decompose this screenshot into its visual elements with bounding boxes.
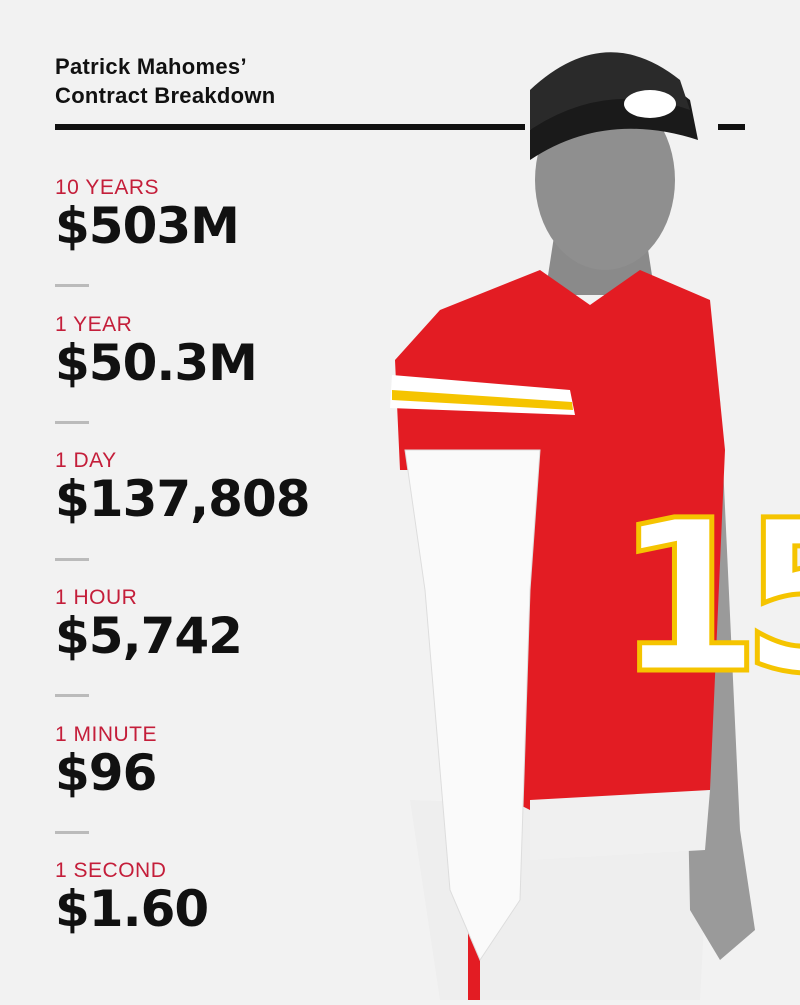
stat-10-years: 10 YEARS $503M [55,176,240,255]
stat-value: $96 [55,744,157,802]
stat-label: 1 HOUR [55,586,138,609]
title-line-1: Patrick Mahomes’ [55,54,247,79]
separator [55,421,89,424]
jersey-number: 15 [615,475,800,720]
stat-label: 1 MINUTE [55,723,158,746]
stat-1-hour: 1 HOUR $5,742 [55,586,243,665]
stat-value: $503M [55,197,240,255]
stat-value: $137,808 [55,470,311,528]
separator [55,284,89,287]
separator [55,831,89,834]
stat-1-day: 1 DAY $137,808 [55,449,311,528]
title-line-2: Contract Breakdown [55,83,276,108]
stat-1-year: 1 YEAR $50.3M [55,313,258,392]
stat-1-second: 1 SECOND $1.60 [55,859,209,938]
title-divider [55,124,525,130]
stat-label: 10 YEARS [55,176,160,199]
stat-label: 1 SECOND [55,859,167,882]
page-title: Patrick Mahomes’ Contract Breakdown [55,52,276,110]
stat-label: 1 DAY [55,449,117,472]
title-divider-end [718,124,745,130]
stat-value: $1.60 [55,880,209,938]
stat-value: $5,742 [55,607,243,665]
stat-value: $50.3M [55,334,258,392]
stat-1-minute: 1 MINUTE $96 [55,723,157,799]
stat-label: 1 YEAR [55,313,133,336]
player-photo: 15 [380,30,800,1000]
separator [55,558,89,561]
separator [55,694,89,697]
